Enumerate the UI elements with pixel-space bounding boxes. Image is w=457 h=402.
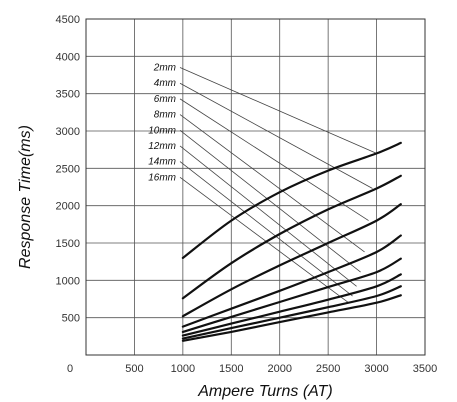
series-line-4mm [181, 174, 402, 300]
y-tick-label: 2000 [56, 201, 80, 213]
y-axis-title: Response Time(ms) [17, 125, 34, 269]
leader-line-16mm [179, 176, 349, 304]
y-tick-label: 3000 [56, 126, 80, 138]
x-tick-label: 1000 [171, 363, 195, 375]
y-tick-label: 4000 [56, 51, 80, 63]
x-tick-label: 2500 [316, 363, 340, 375]
y-tick-label: 500 [62, 313, 80, 325]
series-line-6mm [181, 203, 402, 318]
series-label-2mm: 2mm [153, 63, 176, 74]
series-label-6mm: 6mm [154, 94, 176, 105]
label-leaders [179, 67, 377, 304]
leader-line-14mm [179, 161, 353, 297]
series-label-16mm: 16mm [148, 172, 176, 183]
leader-line-10mm [179, 129, 361, 273]
y-tick-label: 1000 [56, 275, 80, 287]
series-line-16mm [181, 294, 402, 342]
y-tick-label: 1500 [56, 238, 80, 250]
x-tick-label: 3500 [413, 363, 437, 375]
x-tick-labels: 0 500 1000 1500 2000 2500 3000 3500 [67, 363, 437, 375]
series-label-10mm: 10mm [148, 125, 176, 136]
x-tick-label: 2000 [267, 363, 291, 375]
leader-line-2mm [179, 67, 377, 154]
y-tick-labels: 500 1000 1500 2000 2500 3000 3500 4000 4500 [56, 14, 80, 325]
grid [85, 18, 426, 356]
x-tick-label: 0 [67, 363, 73, 375]
series-label-4mm: 4mm [154, 78, 176, 89]
series-label-12mm: 12mm [148, 141, 176, 152]
series-lines [181, 141, 402, 342]
leader-line-8mm [179, 114, 365, 253]
leader-line-12mm [179, 145, 357, 287]
leader-line-6mm [179, 98, 369, 221]
series-labels: 2mm 4mm 6mm 8mm 10mm 12mm 14mm 16mm [148, 63, 176, 184]
y-tick-label: 2500 [56, 163, 80, 175]
leader-line-4mm [179, 82, 373, 189]
series-line-2mm [181, 141, 402, 259]
x-tick-label: 1500 [219, 363, 243, 375]
x-tick-label: 3000 [364, 363, 388, 375]
series-label-14mm: 14mm [148, 157, 176, 168]
plot-frame [85, 18, 426, 356]
series-label-8mm: 8mm [154, 110, 176, 121]
series-line-12mm [181, 273, 402, 337]
x-axis-title: Ampere Turns (AT) [197, 383, 333, 400]
y-tick-label: 4500 [56, 14, 80, 26]
series-line-8mm [181, 234, 402, 328]
x-tick-label: 500 [125, 363, 143, 375]
series-line-10mm [181, 257, 402, 333]
series-line-14mm [181, 285, 402, 340]
y-tick-label: 3500 [56, 89, 80, 101]
